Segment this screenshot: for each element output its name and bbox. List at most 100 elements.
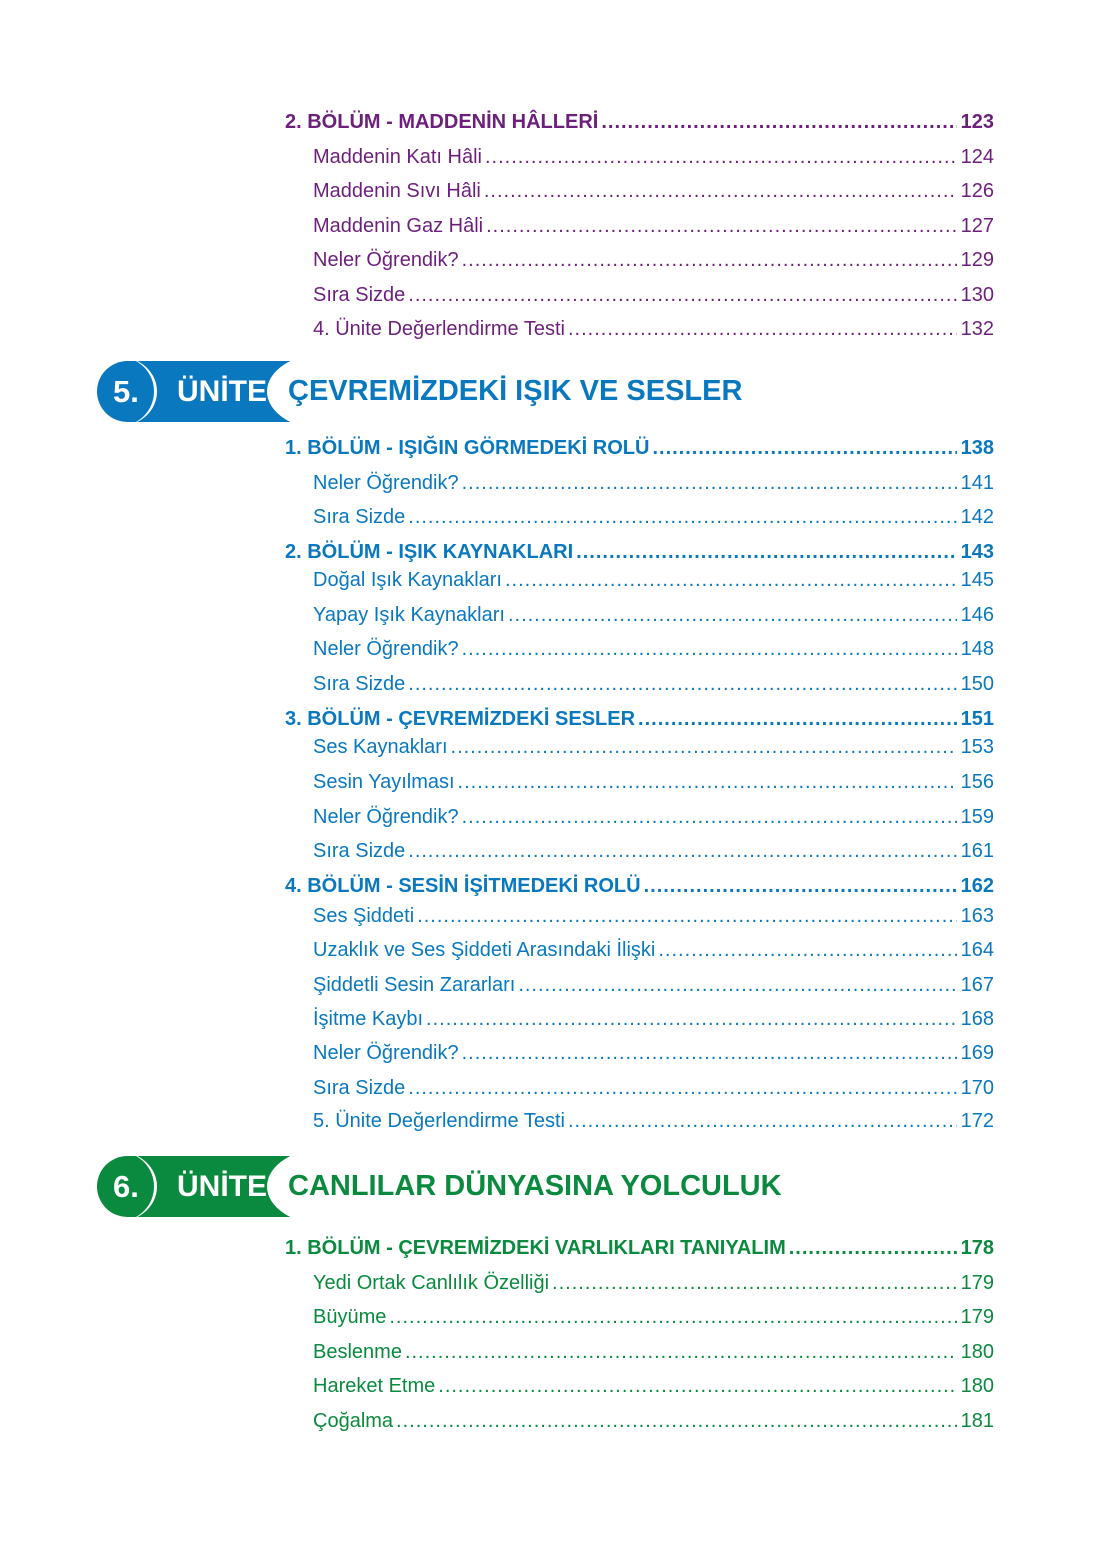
- toc-chapter-entry[interactable]: 2. BÖLÜM - MADDENİN HÂLLERİ 123: [285, 109, 994, 135]
- unit-label: ÜNİTE: [177, 375, 267, 408]
- dot-leader: [652, 435, 956, 461]
- dot-leader: [405, 1339, 957, 1365]
- page-number: 161: [960, 840, 994, 862]
- entry-title: Sesin Yayılması: [313, 771, 455, 793]
- page-number: 162: [960, 875, 994, 897]
- toc-chapter-entry[interactable]: 1. BÖLÜM - IŞIĞIN GÖRMEDEKİ ROLÜ 138: [285, 435, 994, 461]
- dot-leader: [484, 178, 957, 204]
- dot-leader: [408, 1075, 956, 1101]
- page-number: 143: [960, 541, 994, 563]
- toc-entry[interactable]: Çoğalma 181: [313, 1408, 994, 1434]
- page-number: 156: [960, 771, 994, 793]
- toc-entry[interactable]: Hareket Etme 180: [313, 1373, 994, 1399]
- entry-title: Neler Öğrendik?: [313, 1042, 459, 1064]
- page-number: 179: [960, 1306, 994, 1328]
- entry-title: Hareket Etme: [313, 1375, 436, 1397]
- unit-number: 6.: [113, 1169, 139, 1204]
- page-number: 142: [960, 506, 994, 528]
- page-number: 151: [960, 708, 994, 730]
- toc-chapter-entry[interactable]: 4. BÖLÜM - SESİN İŞİTMEDEKİ ROLÜ 162: [285, 873, 994, 899]
- toc-entry[interactable]: Beslenme 180: [313, 1339, 994, 1365]
- entry-title: Çoğalma: [313, 1410, 394, 1432]
- toc-entry[interactable]: Sesin Yayılması 156: [313, 769, 994, 795]
- entry-title: Sıra Sizde: [313, 284, 406, 306]
- toc-entry[interactable]: 5. Ünite Değerlendirme Testi 172: [313, 1108, 994, 1134]
- dot-leader: [462, 804, 957, 830]
- page-number: 180: [960, 1341, 994, 1363]
- entry-title: Neler Öğrendik?: [313, 249, 459, 271]
- entry-title: İşitme Kaybı: [313, 1008, 424, 1030]
- dot-leader: [638, 706, 957, 732]
- toc-entry[interactable]: 4. Ünite Değerlendirme Testi 132: [313, 316, 994, 342]
- toc-entry[interactable]: Neler Öğrendik? 141: [313, 470, 994, 496]
- entry-title: Sıra Sizde: [313, 506, 406, 528]
- toc-entry[interactable]: Neler Öğrendik? 159: [313, 804, 994, 830]
- page-number: 180: [960, 1375, 994, 1397]
- entry-title: 5. Ünite Değerlendirme Testi: [313, 1110, 565, 1132]
- toc-entry[interactable]: Sıra Sizde 170: [313, 1075, 994, 1101]
- page-number: 126: [960, 180, 994, 202]
- toc-entry[interactable]: Sıra Sizde 150: [313, 671, 994, 697]
- dot-leader: [458, 769, 957, 795]
- toc-entry[interactable]: Büyüme 179: [313, 1304, 994, 1330]
- entry-title: Maddenin Sıvı Hâli: [313, 180, 481, 202]
- dot-leader: [601, 109, 956, 135]
- entry-title: Neler Öğrendik?: [313, 638, 459, 660]
- page-number: 169: [960, 1042, 994, 1064]
- toc-entry[interactable]: Sıra Sizde 142: [313, 504, 994, 530]
- toc-chapter-entry[interactable]: 1. BÖLÜM - ÇEVREMİZDEKİ VARLIKLARI TANIY…: [285, 1235, 994, 1261]
- toc-entry[interactable]: Maddenin Katı Hâli 124: [313, 144, 994, 170]
- page-number: 153: [960, 736, 994, 758]
- toc-entry[interactable]: Sıra Sizde 130: [313, 282, 994, 308]
- unit-5-title: ÇEVREMİZDEKİ IŞIK VE SESLER: [288, 375, 743, 407]
- dot-leader: [576, 539, 956, 565]
- toc-entry[interactable]: Şiddetli Sesin Zararları 167: [313, 972, 994, 998]
- entry-title: Sıra Sizde: [313, 840, 406, 862]
- dot-leader: [789, 1235, 957, 1261]
- page-number: 146: [960, 604, 994, 626]
- toc-entry[interactable]: Maddenin Gaz Hâli 127: [313, 213, 994, 239]
- dot-leader: [389, 1304, 956, 1330]
- toc-chapter-entry[interactable]: 3. BÖLÜM - ÇEVREMİZDEKİ SESLER 151: [285, 706, 994, 732]
- entry-title: 2. BÖLÜM - MADDENİN HÂLLERİ: [285, 111, 599, 133]
- page-number: 168: [960, 1008, 994, 1030]
- page-number: 127: [960, 215, 994, 237]
- entry-title: Ses Kaynakları: [313, 736, 448, 758]
- toc-chapter-entry[interactable]: 2. BÖLÜM - IŞIK KAYNAKLARI 143: [285, 539, 994, 565]
- unit-number: 5.: [113, 374, 139, 409]
- entry-title: 2. BÖLÜM - IŞIK KAYNAKLARI: [285, 541, 574, 563]
- toc-entry[interactable]: Neler Öğrendik? 129: [313, 247, 994, 273]
- toc-entry[interactable]: Maddenin Sıvı Hâli 126: [313, 178, 994, 204]
- dot-leader: [408, 671, 956, 697]
- page-number: 172: [960, 1110, 994, 1132]
- dot-leader: [508, 602, 957, 628]
- dot-leader: [408, 504, 956, 530]
- toc-entry[interactable]: Yapay Işık Kaynakları 146: [313, 602, 994, 628]
- toc-entry[interactable]: Sıra Sizde 161: [313, 838, 994, 864]
- page-number: 167: [960, 974, 994, 996]
- dot-leader: [485, 144, 957, 170]
- entry-title: Doğal Işık Kaynakları: [313, 569, 502, 591]
- entry-title: Ses Şiddeti: [313, 905, 415, 927]
- page-number: 164: [960, 939, 994, 961]
- toc-entry[interactable]: İşitme Kaybı 168: [313, 1006, 994, 1032]
- toc-entry[interactable]: Uzaklık ve Ses Şiddeti Arasındaki İlişki…: [313, 937, 994, 963]
- page-number: 178: [960, 1237, 994, 1259]
- unit-6-badge: 6. ÜNİTE: [97, 1156, 297, 1217]
- page-number: 129: [960, 249, 994, 271]
- entry-title: Büyüme: [313, 1306, 387, 1328]
- entry-title: Yapay Işık Kaynakları: [313, 604, 505, 626]
- entry-title: Şiddetli Sesin Zararları: [313, 974, 516, 996]
- toc-entry[interactable]: Neler Öğrendik? 169: [313, 1040, 994, 1066]
- toc-entry[interactable]: Neler Öğrendik? 148: [313, 636, 994, 662]
- toc-entry[interactable]: Doğal Işık Kaynakları 145: [313, 567, 994, 593]
- page-number: 148: [960, 638, 994, 660]
- entry-title: 4. Ünite Değerlendirme Testi: [313, 318, 565, 340]
- toc-entry[interactable]: Ses Şiddeti 163: [313, 903, 994, 929]
- page-number: 179: [960, 1272, 994, 1294]
- dot-leader: [658, 937, 956, 963]
- page-number: 123: [960, 111, 994, 133]
- entry-title: Maddenin Gaz Hâli: [313, 215, 484, 237]
- toc-entry[interactable]: Yedi Ortak Canlılık Özelliği 179: [313, 1270, 994, 1296]
- toc-entry[interactable]: Ses Kaynakları 153: [313, 734, 994, 760]
